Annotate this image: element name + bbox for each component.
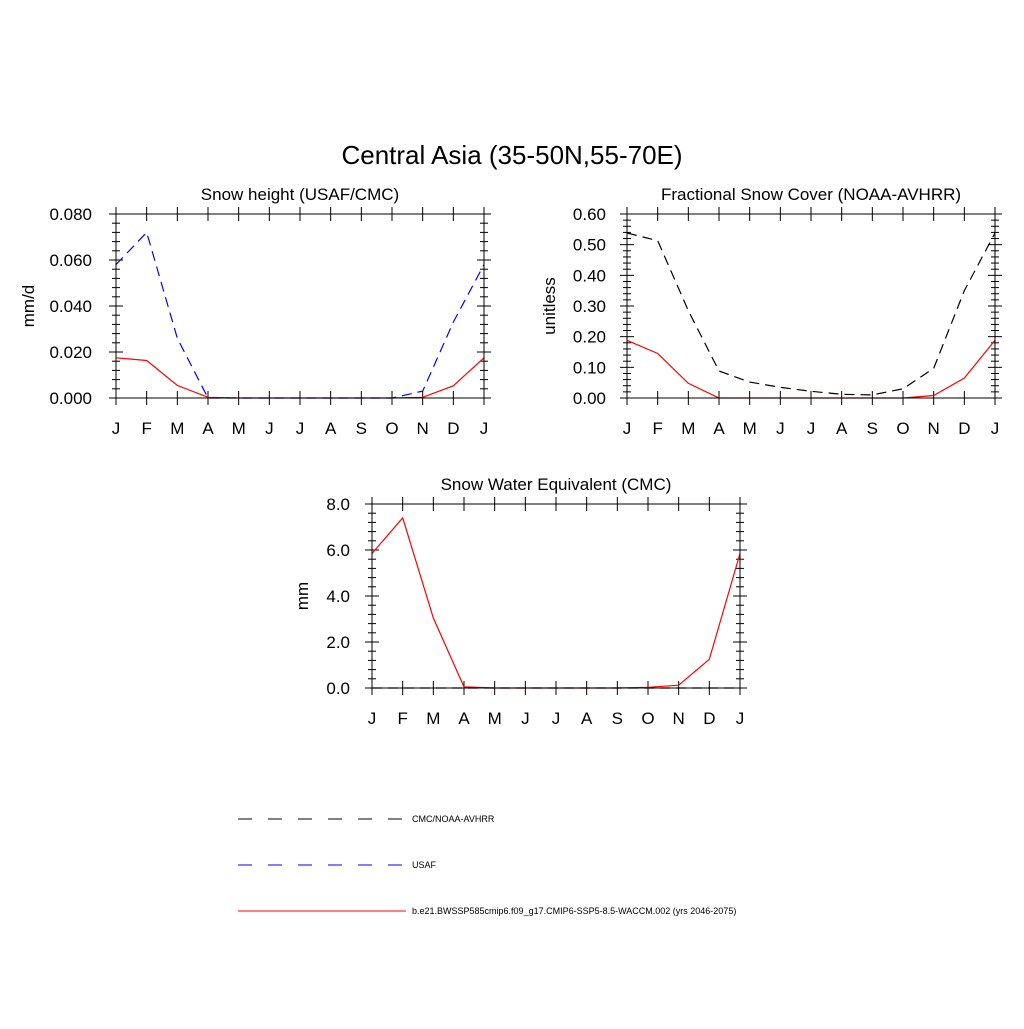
series-line-model	[371, 516, 741, 689]
plot-frame	[626, 213, 996, 399]
y-ticks	[365, 497, 747, 695]
x-tick-label: A	[836, 419, 848, 438]
x-tick-label: D	[703, 709, 715, 728]
x-tick-label: D	[958, 419, 970, 438]
x-tick-label: O	[641, 709, 654, 728]
x-tick-label: A	[325, 419, 337, 438]
panel-title: Fractional Snow Cover (NOAA-AVHRR)	[661, 185, 961, 204]
x-tick-label: M	[488, 709, 502, 728]
y-axis-label: mm	[293, 582, 312, 610]
x-tick-label: J	[265, 419, 274, 438]
y-tick-label: 0.00	[573, 389, 606, 408]
legend-label-1: CMC/NOAA-AVHRR	[412, 814, 495, 824]
figure-title: Central Asia (35-50N,55-70E)	[341, 140, 682, 170]
y-tick-label: 0.080	[49, 205, 92, 224]
y-tick-label: 0.040	[49, 297, 92, 316]
y-tick-label: 0.30	[573, 297, 606, 316]
x-tick-label: J	[776, 419, 785, 438]
plot-frame	[371, 503, 741, 689]
x-tick-label: S	[612, 709, 623, 728]
x-tick-label: J	[807, 419, 816, 438]
x-tick-label: S	[867, 419, 878, 438]
y-tick-label: 4.0	[326, 587, 350, 606]
x-tick-label: F	[652, 419, 662, 438]
y-axis-label: unitless	[540, 277, 559, 335]
panel-title: Snow height (USAF/CMC)	[201, 185, 399, 204]
y-tick-label: 0.50	[573, 236, 606, 255]
x-tick-label: A	[713, 419, 725, 438]
y-ticks	[109, 207, 491, 405]
x-tick-label: J	[112, 419, 121, 438]
x-tick-label: F	[397, 709, 407, 728]
y-tick-label: 0.10	[573, 358, 606, 377]
series-line-obs-0	[626, 232, 996, 396]
x-tick-label: A	[581, 709, 593, 728]
y-tick-label: 2.0	[326, 633, 350, 652]
panel-title: Snow Water Equivalent (CMC)	[441, 475, 672, 494]
y-tick-label: 0.020	[49, 343, 92, 362]
series-line-model	[626, 339, 996, 399]
y-tick-label: 6.0	[326, 541, 350, 560]
x-tick-label: A	[202, 419, 214, 438]
y-axis-label: mm/d	[19, 285, 38, 328]
x-tick-label: N	[417, 419, 429, 438]
chart-panel-3: Snow Water Equivalent (CMC) mm 0.0 2.0 4.0 6.…	[293, 475, 747, 728]
x-tick-label: A	[458, 709, 470, 728]
series-line-obs-0	[115, 231, 485, 399]
x-tick-label: J	[368, 709, 377, 728]
y-tick-label: 0.0	[326, 679, 350, 698]
legend: CMC/NOAA-AVHRR USAF b.e21.BWSSP585cmip6.f0…	[238, 814, 736, 916]
x-tick-label: M	[232, 419, 246, 438]
y-tick-label: 0.60	[573, 205, 606, 224]
panels-group: Snow height (USAF/CMC)mm/d0.0000.0200.04…	[19, 185, 1002, 728]
x-tick-label: J	[991, 419, 1000, 438]
x-tick-label: S	[356, 419, 367, 438]
x-tick-label: M	[681, 419, 695, 438]
x-tick-label: J	[623, 419, 632, 438]
y-tick-label: 0.40	[573, 266, 606, 285]
x-tick-label: M	[743, 419, 757, 438]
x-tick-label: J	[480, 419, 489, 438]
y-ticks	[620, 207, 1002, 405]
y-tick-label: 0.000	[49, 389, 92, 408]
x-tick-label: M	[426, 709, 440, 728]
x-tick-label: J	[736, 709, 745, 728]
chart-panel-2: Fractional Snow Cover (NOAA-AVHRR) unitle…	[540, 185, 1002, 438]
x-tick-label: O	[385, 419, 398, 438]
x-tick-label: N	[673, 709, 685, 728]
x-tick-label: J	[552, 709, 561, 728]
y-tick-label: 0.20	[573, 328, 606, 347]
x-tick-label: N	[928, 419, 940, 438]
chart-panel-1: Snow height (USAF/CMC) mm/d 0.000 0.020 0.04…	[19, 185, 491, 438]
y-tick-label: 0.060	[49, 251, 92, 270]
x-tick-label: J	[521, 709, 530, 728]
x-tick-label: O	[896, 419, 909, 438]
x-tick-label: J	[296, 419, 305, 438]
y-tick-label: 8.0	[326, 495, 350, 514]
legend-label-3: b.e21.BWSSP585cmip6.f09_g17.CMIP6-SSP5-8…	[412, 906, 736, 916]
x-tick-label: D	[447, 419, 459, 438]
x-tick-label: F	[141, 419, 151, 438]
legend-label-2: USAF	[412, 860, 437, 870]
plot-frame	[115, 213, 485, 399]
x-tick-label: M	[170, 419, 184, 438]
